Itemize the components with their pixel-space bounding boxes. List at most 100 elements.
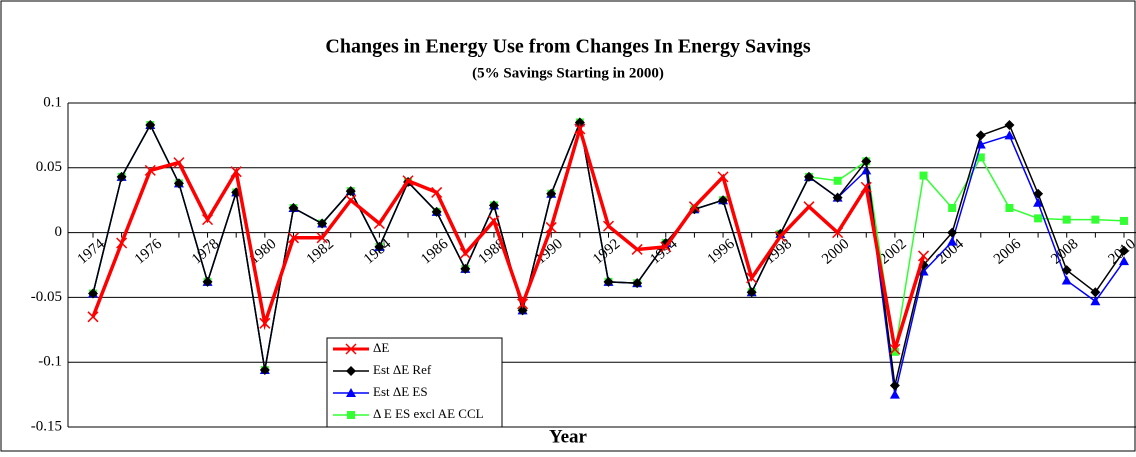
marker	[919, 171, 928, 180]
marker	[1005, 203, 1014, 212]
legend-label: Δ E ES excl AE CCL	[373, 406, 484, 421]
y-tick-label: 0	[55, 224, 63, 240]
marker	[631, 243, 643, 255]
marker	[574, 117, 585, 128]
marker	[546, 188, 557, 199]
marker	[1090, 287, 1101, 298]
marker	[975, 130, 986, 141]
marker	[488, 215, 500, 227]
legend-marker	[346, 366, 356, 376]
marker	[1034, 214, 1043, 223]
marker	[833, 176, 842, 185]
marker	[517, 305, 528, 316]
legend-marker	[347, 411, 355, 419]
marker	[860, 181, 872, 193]
marker	[947, 227, 958, 238]
x-axis-title: Year	[549, 426, 588, 447]
marker	[718, 195, 729, 206]
marker	[259, 364, 270, 375]
marker	[1004, 120, 1015, 131]
marker	[402, 175, 414, 187]
marker	[373, 217, 385, 230]
marker	[545, 221, 557, 233]
y-tick-label: -0.15	[31, 418, 62, 434]
marker	[890, 347, 899, 356]
legend-label: Est ΔE Ref	[373, 362, 432, 377]
marker	[660, 241, 672, 253]
y-tick-label: -0.05	[31, 289, 62, 305]
marker	[116, 237, 128, 249]
chart-title: Changes in Energy Use from Changes In En…	[325, 36, 810, 58]
chart-subtitle: (5% Savings Starting in 2000)	[472, 65, 664, 81]
marker	[1033, 197, 1044, 207]
marker	[431, 206, 442, 217]
legend-label: ΔE	[373, 340, 389, 355]
marker	[202, 276, 213, 287]
legend-box	[326, 337, 503, 428]
marker	[116, 171, 127, 182]
marker	[345, 194, 357, 206]
marker	[488, 200, 499, 211]
legend-marker	[345, 343, 357, 355]
marker	[460, 263, 471, 274]
marker	[861, 165, 872, 175]
marker	[145, 120, 156, 131]
marker	[832, 192, 843, 203]
legend-marker	[346, 388, 356, 397]
marker	[1119, 245, 1129, 256]
marker	[746, 272, 758, 284]
marker	[374, 241, 385, 252]
marker	[688, 201, 700, 213]
marker	[717, 171, 729, 183]
marker	[861, 156, 872, 167]
y-tick-label: -0.1	[38, 354, 62, 370]
marker	[202, 214, 214, 226]
marker	[803, 171, 814, 182]
marker	[1090, 296, 1101, 306]
y-tick-label: 0.05	[36, 159, 62, 175]
marker	[1119, 256, 1129, 266]
marker	[173, 178, 184, 189]
marker	[889, 389, 900, 399]
marker	[173, 157, 185, 169]
marker	[1061, 265, 1072, 276]
marker	[1091, 215, 1100, 224]
marker	[87, 311, 99, 323]
marker	[803, 201, 815, 213]
marker	[948, 203, 957, 212]
marker	[1004, 130, 1015, 140]
marker	[517, 298, 529, 310]
marker	[1120, 216, 1128, 225]
marker	[1061, 275, 1072, 285]
y-tick-label: 0.1	[43, 94, 62, 110]
marker	[976, 153, 985, 162]
marker	[574, 123, 586, 135]
marker	[317, 218, 328, 229]
marker	[1033, 188, 1044, 199]
marker	[746, 287, 757, 298]
legend: ΔE Est ΔE Ref Est ΔE ES Δ E ES excl AE CCL	[326, 337, 503, 428]
marker	[230, 166, 242, 178]
marker	[832, 227, 844, 239]
marker	[259, 317, 271, 329]
marker	[947, 236, 958, 246]
marker	[774, 230, 786, 243]
marker	[287, 232, 300, 244]
marker	[288, 202, 299, 213]
marker	[88, 288, 98, 299]
marker	[1062, 215, 1071, 224]
marker	[144, 164, 156, 176]
marker	[345, 186, 356, 197]
marker	[889, 380, 900, 391]
marker	[459, 247, 471, 259]
marker	[632, 278, 643, 289]
marker	[316, 232, 328, 244]
legend-label: Est ΔE ES	[373, 384, 428, 399]
marker	[431, 186, 443, 198]
marker	[917, 250, 930, 262]
marker	[603, 276, 614, 287]
marker	[889, 343, 901, 355]
marker	[602, 220, 615, 232]
